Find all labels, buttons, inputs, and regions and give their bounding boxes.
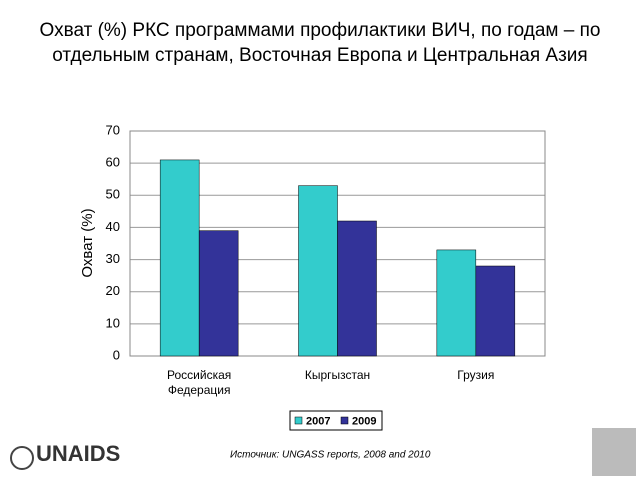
bar: [337, 220, 377, 357]
logo-emblem: [10, 446, 34, 470]
bar: [436, 249, 477, 357]
legend-swatch: [340, 416, 349, 425]
bar: [475, 265, 516, 357]
y-tick-label: 60: [106, 155, 120, 170]
y-tick-label: 20: [106, 283, 120, 298]
x-tick-label: Российская Федерация: [167, 368, 232, 397]
source-note: Источник: UNGASS reports, 2008 and 2010: [230, 450, 431, 461]
y-axis-label: Охват (%): [79, 208, 96, 277]
chart-title: Охват (%) РКС программами профилактики В…: [39, 20, 601, 66]
y-tick-label: 30: [106, 251, 120, 266]
legend-label: 2007: [306, 415, 330, 427]
legend-box: [289, 410, 383, 431]
x-tick-label: Грузия: [457, 368, 495, 382]
y-tick-label: 70: [106, 122, 120, 137]
bar: [298, 185, 338, 357]
y-tick-label: 0: [113, 347, 120, 362]
x-tick-label: Кыргызстан: [304, 368, 371, 382]
y-tick-label: 50: [106, 187, 120, 202]
legend-label: 2009: [352, 415, 376, 427]
logo-text: UNAIDS: [36, 441, 120, 466]
bar: [198, 230, 239, 357]
y-tick-label: 10: [106, 315, 120, 330]
bar: [159, 159, 200, 357]
decor-image: [592, 428, 636, 476]
legend-swatch: [294, 416, 303, 425]
y-tick-label: 40: [106, 219, 120, 234]
